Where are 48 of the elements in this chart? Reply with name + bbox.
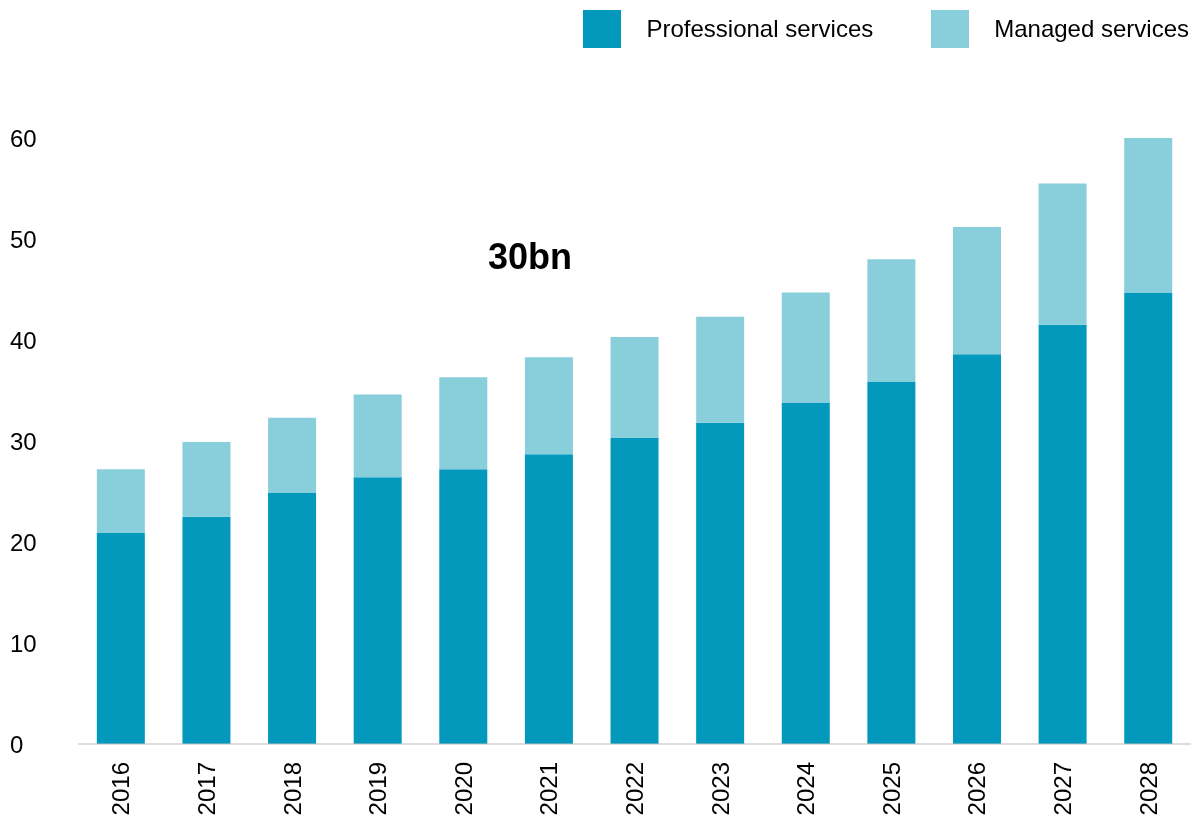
bar (781, 292, 830, 403)
legend-label: Professional services (646, 15, 874, 43)
x-tick-label: 2020 (449, 762, 477, 816)
x-tick-label: 2017 (192, 762, 220, 816)
bar (439, 377, 488, 470)
bar (867, 381, 916, 744)
bar (524, 357, 573, 455)
y-tick-label: 20 (10, 528, 37, 556)
y-tick-label: 50 (10, 225, 37, 253)
y-tick-label: 0 (10, 730, 24, 758)
legend-label: Managed services (994, 15, 1189, 43)
bar (182, 442, 231, 517)
bar (96, 469, 145, 533)
x-tick-label: 2018 (278, 762, 306, 816)
x-tick-label: 2021 (535, 762, 563, 816)
bar (96, 532, 145, 744)
bar (182, 516, 231, 744)
x-tick-label: 2016 (107, 762, 135, 816)
x-tick-label: 2027 (1049, 762, 1077, 816)
bar (268, 492, 317, 744)
bar (353, 477, 402, 744)
bar (781, 402, 830, 744)
x-tick-label: 2023 (706, 762, 734, 816)
x-tick-label: 2028 (1134, 762, 1162, 816)
y-tick-label: 40 (10, 326, 37, 354)
bar (268, 417, 317, 493)
y-tick-label: 30 (10, 427, 37, 455)
x-tick-label: 2026 (963, 762, 991, 816)
bar (439, 469, 488, 744)
bar (696, 316, 745, 423)
bar (1038, 324, 1087, 744)
x-tick-label: 2022 (621, 762, 648, 816)
bar (610, 437, 659, 744)
annotation: 30bn (488, 236, 573, 278)
bar (524, 454, 573, 744)
y-tick-label: 10 (10, 629, 37, 657)
bar (610, 336, 659, 438)
bar (952, 226, 1001, 355)
x-tick-label: 2024 (792, 762, 820, 816)
x-tick-label: 2025 (877, 762, 905, 816)
bar (1038, 183, 1087, 325)
bar (353, 394, 402, 478)
bar (952, 354, 1001, 744)
y-tick-label: 60 (10, 124, 37, 152)
bar (867, 259, 916, 382)
bar (696, 422, 745, 744)
bar (1124, 292, 1173, 744)
x-tick-label: 2019 (364, 762, 392, 816)
